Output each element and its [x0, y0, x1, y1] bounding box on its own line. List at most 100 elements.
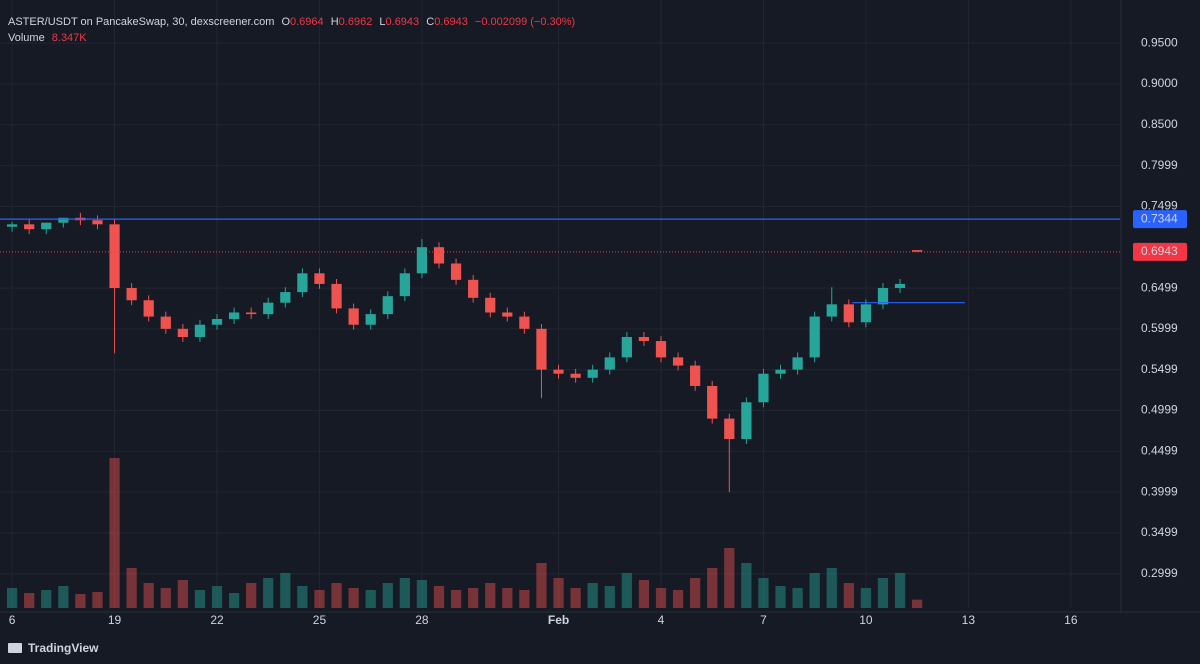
volume-bar [416, 580, 428, 608]
volume-bar [314, 590, 325, 608]
candle-body [485, 297, 496, 313]
price-tag-label: 0.7344 [1141, 211, 1178, 225]
candle-body [672, 357, 684, 366]
candle-body [894, 283, 906, 288]
y-tick-label: 0.9500 [1141, 35, 1178, 49]
volume-bar [809, 573, 820, 608]
candle-body [280, 292, 291, 303]
ohlc-value: 0.6943 [434, 16, 468, 28]
volume-bar [228, 593, 240, 608]
y-tick-label: 0.4999 [1141, 403, 1178, 417]
candle-body [109, 224, 120, 288]
volume-bar [246, 583, 257, 608]
x-tick-label: 7 [760, 613, 767, 627]
ohlc-label: H [331, 16, 339, 28]
y-tick-label: 0.9000 [1141, 76, 1178, 90]
candle-body [24, 224, 35, 230]
y-tick-label: 0.2999 [1141, 566, 1178, 580]
candle-body [382, 296, 393, 315]
candle-body [570, 373, 581, 378]
candle-body [587, 369, 598, 378]
candle-body [194, 324, 206, 337]
volume-bar [843, 583, 854, 608]
candle-body [843, 304, 854, 323]
candle-body [912, 250, 923, 252]
candle-body [638, 336, 650, 342]
volume-bar [570, 588, 581, 608]
volume-bar [92, 592, 103, 608]
volume-bar [638, 580, 650, 608]
candle-body [553, 369, 564, 374]
volume-bar [621, 573, 632, 608]
axes: 0.9500 0.9000 0.8500 0.7999 0.7499 0.6499 0.59… [9, 35, 1187, 627]
candle-body [741, 402, 752, 440]
volume-bar [126, 568, 137, 608]
candle-body [450, 263, 462, 280]
y-tick-label: 0.8500 [1141, 117, 1178, 131]
candle-body [809, 316, 820, 358]
candle-body [314, 273, 325, 284]
volume-bar [707, 568, 718, 608]
volume-bar [160, 588, 171, 608]
candle-body [365, 314, 376, 325]
volume-bar [280, 573, 291, 608]
candle-body [433, 247, 445, 264]
candle-body [126, 288, 137, 301]
x-tick-label: 25 [313, 613, 327, 627]
volume-bar [211, 586, 223, 608]
volume-bar [912, 599, 923, 608]
x-tick-label: 10 [859, 613, 873, 627]
volume-bar [331, 583, 342, 608]
candle-body [536, 328, 547, 370]
volume-bar [690, 578, 701, 608]
volume-bar [877, 578, 889, 608]
candle-body [502, 312, 513, 317]
volume-bar [553, 578, 564, 608]
volume-bar [672, 590, 684, 608]
volume-bar [485, 583, 496, 608]
candle-body [621, 336, 632, 358]
volume-bar [894, 573, 906, 608]
candle-body [792, 357, 803, 370]
candle-body [331, 283, 342, 309]
volume-bar [860, 588, 872, 608]
volume-bar [433, 586, 445, 608]
candle-body [724, 418, 735, 440]
candle-body [519, 316, 530, 329]
candle-body [707, 385, 718, 419]
candle-body [860, 304, 872, 323]
y-tick-label: 0.4499 [1141, 444, 1178, 458]
candle-body [297, 273, 308, 293]
x-tick-label: 16 [1064, 613, 1078, 627]
volume-bar [6, 588, 18, 608]
volume-bar [263, 578, 274, 608]
candle-body [604, 357, 615, 370]
volume-bar [41, 590, 52, 608]
y-tick-label: 0.5999 [1141, 321, 1178, 335]
candle-body [143, 300, 154, 317]
candle-body [877, 288, 889, 305]
volume-bar [24, 593, 35, 608]
x-tick-label: Feb [548, 613, 569, 627]
volume-bar [724, 548, 735, 608]
y-tick-label: 0.7499 [1141, 199, 1178, 213]
volume-bar [604, 586, 615, 608]
volume-bar [297, 586, 308, 608]
y-tick-label: 0.7999 [1141, 158, 1178, 172]
candle-body [211, 319, 223, 325]
x-tick-label: 4 [658, 613, 665, 627]
volume-bar [741, 563, 752, 608]
volume-bar [194, 590, 206, 608]
volume-bar [399, 578, 410, 608]
x-tick-label: 13 [962, 613, 976, 627]
volume-bar [826, 568, 837, 608]
volume-bar [758, 578, 769, 608]
volume-bar [75, 594, 86, 608]
volume-bar [450, 590, 462, 608]
volume-bar [792, 588, 803, 608]
candle-body [399, 273, 410, 297]
candle-body [263, 302, 274, 315]
volume-header: Volume 8.347K [8, 32, 87, 44]
volume-bar [519, 590, 530, 608]
